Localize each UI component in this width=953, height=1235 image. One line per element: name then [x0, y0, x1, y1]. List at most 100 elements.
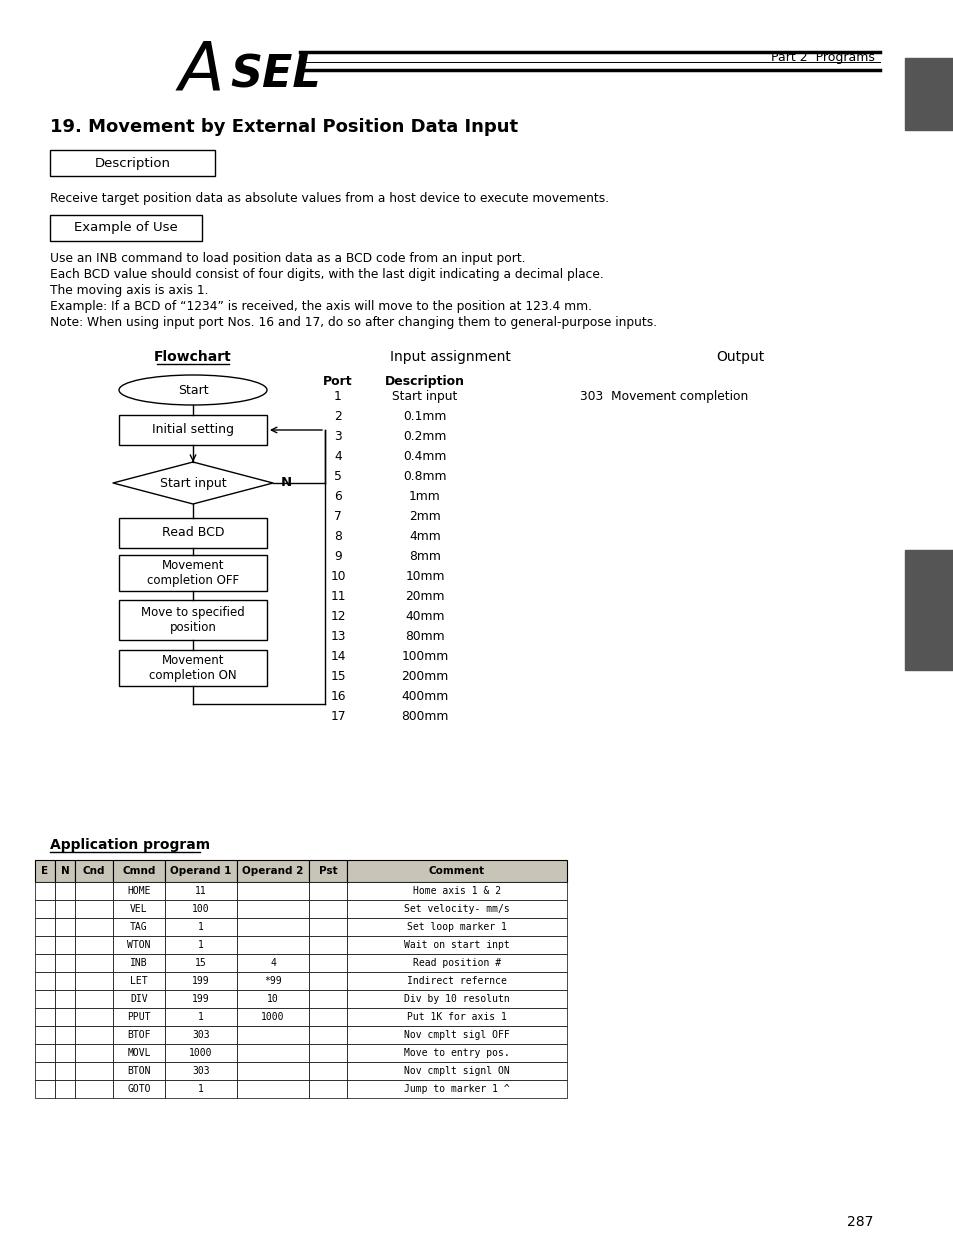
Text: Note: When using input port Nos. 16 and 17, do so after changing them to general: Note: When using input port Nos. 16 and …	[50, 316, 657, 329]
Bar	[75, 1008, 112, 1026]
Text: Move to entry pos.: Move to entry pos.	[404, 1049, 509, 1058]
Text: Comment: Comment	[429, 866, 484, 876]
Text: 0.4mm: 0.4mm	[403, 450, 446, 463]
Bar	[112, 990, 165, 1008]
Text: 16: 16	[330, 690, 345, 703]
Text: Nov cmplt signl ON: Nov cmplt signl ON	[404, 1066, 509, 1076]
Bar	[55, 1062, 75, 1079]
Bar	[112, 972, 165, 990]
Text: 1mm: 1mm	[409, 490, 440, 503]
Text: Read position #: Read position #	[413, 958, 500, 968]
Text: Read BCD: Read BCD	[162, 526, 224, 540]
Bar	[55, 900, 75, 918]
Text: 15: 15	[330, 671, 345, 683]
Bar	[55, 953, 75, 972]
Bar	[309, 918, 347, 936]
Text: Example of Use: Example of Use	[74, 221, 177, 235]
Text: 7: 7	[334, 510, 341, 522]
Bar	[236, 860, 309, 882]
Text: Wait on start inpt: Wait on start inpt	[404, 940, 509, 950]
Bar	[75, 1044, 112, 1062]
Text: 10mm: 10mm	[405, 571, 444, 583]
Bar	[309, 1079, 347, 1098]
Text: 9: 9	[334, 550, 341, 563]
Text: 1: 1	[198, 1084, 204, 1094]
Text: SEL: SEL	[230, 53, 320, 96]
Text: 199: 199	[192, 994, 210, 1004]
Bar	[112, 860, 165, 882]
Bar	[112, 1008, 165, 1026]
Bar	[347, 900, 566, 918]
Bar	[165, 882, 236, 900]
Bar	[904, 58, 953, 130]
Bar	[904, 550, 953, 671]
Bar	[309, 1062, 347, 1079]
Bar	[236, 936, 309, 953]
Text: 1: 1	[198, 940, 204, 950]
Bar	[165, 900, 236, 918]
Text: Port: Port	[323, 375, 353, 388]
Bar	[236, 1008, 309, 1026]
Text: VEL: VEL	[130, 904, 148, 914]
Bar	[35, 918, 55, 936]
Bar	[55, 860, 75, 882]
Text: Start input: Start input	[392, 390, 457, 403]
Text: 10: 10	[330, 571, 345, 583]
Bar	[347, 1044, 566, 1062]
Bar	[347, 882, 566, 900]
Bar	[309, 860, 347, 882]
Text: Div by 10 resolutn: Div by 10 resolutn	[404, 994, 509, 1004]
Text: 13: 13	[330, 630, 345, 643]
Bar	[35, 990, 55, 1008]
Text: 4: 4	[334, 450, 341, 463]
Text: Pst: Pst	[318, 866, 337, 876]
Bar	[35, 972, 55, 990]
Text: 100: 100	[192, 904, 210, 914]
Text: 40mm: 40mm	[405, 610, 444, 622]
Text: 2: 2	[334, 410, 341, 424]
Bar	[347, 953, 566, 972]
Bar	[165, 1079, 236, 1098]
Text: Put 1K for axis 1: Put 1K for axis 1	[407, 1011, 506, 1023]
Text: Cmnd: Cmnd	[122, 866, 155, 876]
Text: 8mm: 8mm	[409, 550, 440, 563]
Text: 4mm: 4mm	[409, 530, 440, 543]
Bar	[112, 953, 165, 972]
Bar	[35, 900, 55, 918]
Bar	[309, 990, 347, 1008]
Text: BTON: BTON	[127, 1066, 151, 1076]
Bar	[165, 918, 236, 936]
Text: Set loop marker 1: Set loop marker 1	[407, 923, 506, 932]
Bar	[75, 860, 112, 882]
Text: Description: Description	[94, 157, 171, 169]
Bar	[347, 918, 566, 936]
Text: Chapter 10  Example of Building a System: Chapter 10 Example of Building a System	[924, 521, 934, 699]
Bar	[347, 1026, 566, 1044]
Bar	[35, 936, 55, 953]
Text: INB: INB	[130, 958, 148, 968]
Text: 0.8mm: 0.8mm	[403, 471, 446, 483]
Bar	[75, 972, 112, 990]
Text: 14: 14	[330, 650, 345, 663]
Text: Move to specified
position: Move to specified position	[141, 606, 245, 634]
Bar	[119, 415, 267, 445]
Text: 0.1mm: 0.1mm	[403, 410, 446, 424]
Text: Output: Output	[715, 350, 763, 364]
Text: 15: 15	[195, 958, 207, 968]
Text: 303: 303	[192, 1066, 210, 1076]
Text: 100mm: 100mm	[401, 650, 448, 663]
Text: E: E	[41, 866, 49, 876]
Bar	[55, 972, 75, 990]
Bar	[119, 517, 267, 548]
Text: 0.2mm: 0.2mm	[403, 430, 446, 443]
Bar	[55, 918, 75, 936]
Text: Part 2  Programs: Part 2 Programs	[770, 51, 874, 63]
Bar	[309, 953, 347, 972]
Text: 800mm: 800mm	[401, 710, 448, 722]
Text: 11: 11	[330, 590, 345, 603]
Text: 19. Movement by External Position Data Input: 19. Movement by External Position Data I…	[50, 119, 517, 136]
Bar	[347, 990, 566, 1008]
Text: HOME: HOME	[127, 885, 151, 897]
Bar	[236, 1044, 309, 1062]
Bar	[112, 1062, 165, 1079]
